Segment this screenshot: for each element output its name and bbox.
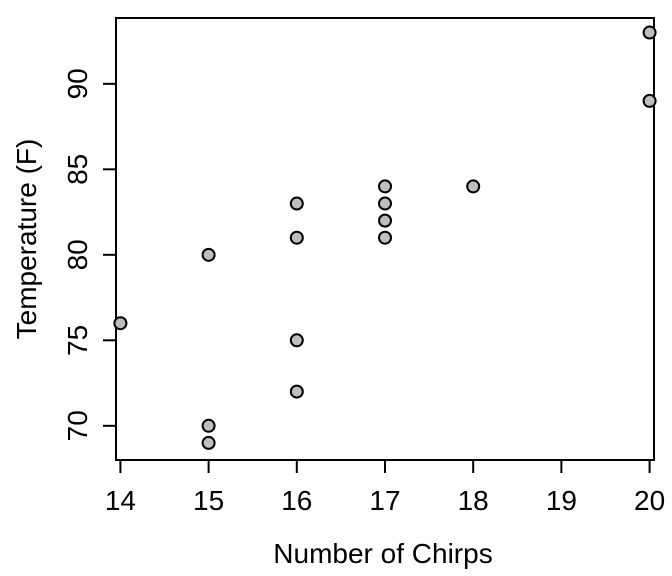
x-tick-label: 20 <box>634 485 665 516</box>
data-point <box>113 316 128 331</box>
data-point <box>378 196 392 211</box>
y-axis-label: Temperature (F) <box>11 139 42 340</box>
data-point <box>378 213 392 228</box>
y-tick-label: 80 <box>62 239 93 270</box>
x-tick-label: 17 <box>369 485 400 516</box>
y-tick-label: 85 <box>62 154 93 185</box>
data-point <box>201 247 216 262</box>
data-point <box>201 418 216 433</box>
data-point <box>642 93 657 108</box>
data-point <box>378 179 392 194</box>
x-axis: 14 15 16 17 18 19 20 <box>105 459 665 516</box>
x-axis-label: Number of Chirps <box>273 538 492 569</box>
x-tick-label: 14 <box>105 485 136 516</box>
data-point <box>642 25 657 40</box>
data-point <box>289 230 304 245</box>
x-tick-label: 16 <box>281 485 312 516</box>
data-point <box>289 384 304 399</box>
x-tick-label: 18 <box>458 485 489 516</box>
x-tick-label: 15 <box>193 485 224 516</box>
y-tick-label: 90 <box>62 68 93 99</box>
y-tick-label: 75 <box>62 325 93 356</box>
data-point <box>289 196 304 211</box>
y-axis: 70 75 80 85 90 <box>62 68 117 441</box>
y-tick-label: 70 <box>62 410 93 441</box>
data-point <box>378 230 392 245</box>
data-point <box>289 333 304 348</box>
data-point <box>466 179 481 194</box>
data-point <box>201 435 216 450</box>
x-tick-label: 19 <box>546 485 577 516</box>
data-points <box>113 25 657 450</box>
